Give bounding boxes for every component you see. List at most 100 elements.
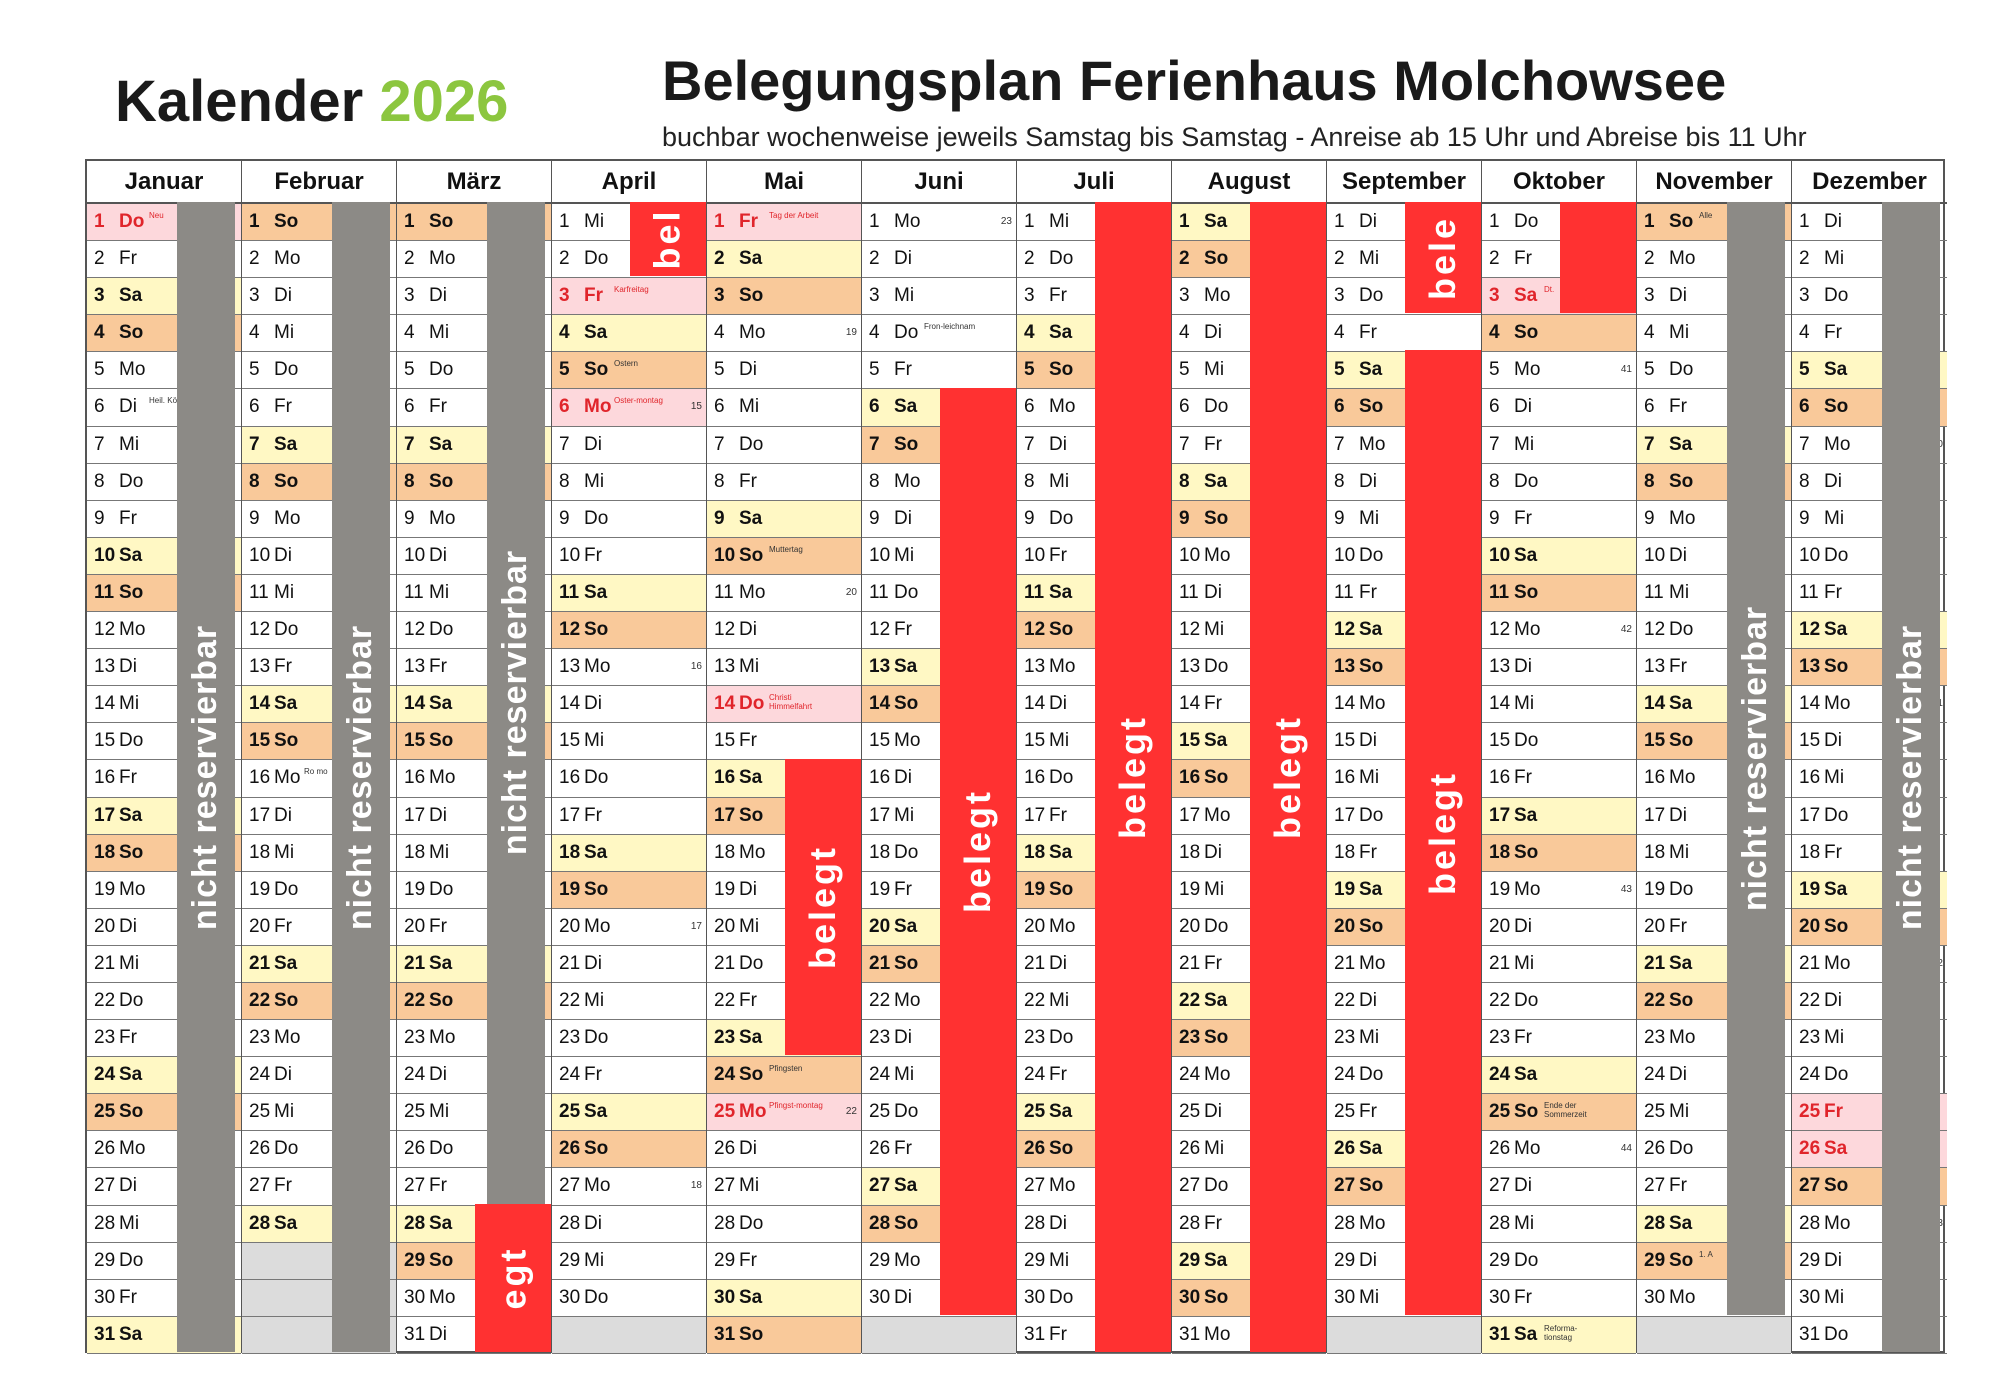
day-cell[interactable]: 16 Fr <box>87 760 241 798</box>
day-cell[interactable]: 14 Di <box>552 686 706 724</box>
day-cell[interactable]: 25 Fr <box>1327 1094 1481 1132</box>
day-cell[interactable]: 7 Do <box>707 427 861 464</box>
day-cell[interactable]: 18 Fr <box>1792 835 1947 872</box>
day-cell[interactable]: 23 Do <box>552 1020 706 1058</box>
day-cell[interactable]: 11 Sa <box>552 574 706 613</box>
day-cell[interactable]: 31 Fr <box>1017 1317 1171 1354</box>
day-cell[interactable]: 10 Mo <box>1172 538 1326 575</box>
day-cell[interactable]: 11 Do <box>862 575 1016 613</box>
day-cell[interactable]: 4 Do Fron-leichnam <box>862 315 1016 353</box>
day-cell[interactable]: 9 Do <box>552 501 706 538</box>
day-cell[interactable]: 24 Sa <box>1482 1057 1636 1095</box>
day-cell[interactable]: 21 Di <box>1017 946 1171 983</box>
day-cell[interactable]: 8 Di <box>1792 464 1947 501</box>
day-cell[interactable]: 17 Di <box>397 798 551 835</box>
day-cell[interactable]: 5 Mo <box>87 352 241 390</box>
day-cell[interactable]: 29 Fr <box>707 1243 861 1280</box>
day-cell[interactable]: 26 So <box>552 1131 706 1169</box>
day-cell[interactable]: 4 Di <box>1172 315 1326 353</box>
day-cell[interactable]: 8 Fr <box>707 464 861 501</box>
day-cell[interactable]: 10 So Muttertag <box>707 537 861 575</box>
day-cell[interactable]: 11 So <box>1482 574 1636 613</box>
day-cell[interactable]: 26 Mo 44 <box>1482 1131 1636 1169</box>
day-cell[interactable]: 15 Mi <box>1017 723 1171 761</box>
day-cell[interactable]: 13 Mo 16 <box>552 649 706 687</box>
day-cell[interactable]: 4 Mi <box>242 315 396 353</box>
day-cell[interactable]: 7 Di <box>1017 427 1171 464</box>
day-cell[interactable]: 31 Sa Reforma-tionstag <box>1482 1316 1636 1354</box>
day-cell[interactable]: 25 Do <box>862 1094 1016 1132</box>
day-cell[interactable]: 12 Mo 42 <box>1482 612 1636 650</box>
day-cell[interactable]: 17 Mo <box>1172 798 1326 835</box>
day-cell[interactable]: 6 Do <box>1172 389 1326 427</box>
day-cell[interactable]: 20 Di <box>87 909 241 946</box>
day-cell[interactable]: 10 Do <box>1792 538 1947 575</box>
day-cell[interactable]: 3 Di <box>242 278 396 316</box>
day-cell[interactable]: 1 Di <box>1327 204 1481 242</box>
day-cell[interactable]: 5 Mo 41 <box>1482 352 1636 390</box>
day-cell[interactable]: 2 Sa <box>707 241 861 279</box>
day-cell[interactable]: 25 So Ende der Sommerzeit <box>1482 1094 1636 1132</box>
day-cell[interactable]: 24 Di <box>242 1057 396 1095</box>
day-cell[interactable]: 20 Fr <box>397 909 551 946</box>
day-cell[interactable]: 27 Mo 18 <box>552 1168 706 1206</box>
day-cell[interactable]: 1 Mi <box>552 204 706 242</box>
day-cell[interactable]: 16 Do <box>552 760 706 798</box>
day-cell[interactable]: 26 Fr <box>862 1131 1016 1169</box>
day-cell[interactable]: 6 Fr <box>397 389 551 427</box>
day-cell[interactable]: 19 Mo <box>87 872 241 909</box>
day-cell[interactable]: 20 Fr <box>1637 909 1791 946</box>
day-cell[interactable]: 20 Fr <box>242 909 396 946</box>
day-cell[interactable]: 22 Mi <box>552 983 706 1021</box>
day-cell[interactable]: 17 Fr <box>1017 798 1171 835</box>
day-cell[interactable]: 1 Fr Tag der Arbeit <box>707 204 861 242</box>
day-cell[interactable]: 16 Mi <box>1792 760 1947 798</box>
day-cell[interactable]: 28 Di <box>552 1206 706 1243</box>
day-cell[interactable]: 12 Do <box>242 612 396 650</box>
day-cell[interactable]: 23 Mi <box>1792 1020 1947 1058</box>
day-cell[interactable]: 9 Fr <box>1482 501 1636 538</box>
day-cell[interactable]: 12 Mi <box>1172 612 1326 650</box>
day-cell[interactable]: 21 Mo <box>1327 946 1481 983</box>
day-cell[interactable]: 12 Do <box>1637 612 1791 650</box>
day-cell[interactable]: 13 Fr <box>397 649 551 687</box>
day-cell[interactable]: 10 Do <box>1327 538 1481 575</box>
day-cell[interactable]: 18 Mi <box>1637 835 1791 872</box>
day-cell[interactable]: 9 Fr <box>87 501 241 538</box>
day-cell[interactable]: 12 Do <box>397 612 551 650</box>
day-cell[interactable]: 5 Di <box>707 352 861 390</box>
day-cell[interactable]: 17 Di <box>1637 798 1791 835</box>
day-cell[interactable]: 17 Fr <box>552 798 706 835</box>
day-cell[interactable]: 2 Mo <box>397 241 551 279</box>
day-cell[interactable]: 20 Di <box>1482 909 1636 946</box>
day-cell[interactable]: 18 Di <box>1172 835 1326 872</box>
day-cell[interactable]: 23 Do <box>1017 1020 1171 1058</box>
day-cell[interactable]: 30 Do <box>552 1280 706 1317</box>
day-cell[interactable]: 10 Di <box>1637 538 1791 575</box>
day-cell[interactable]: 6 Mo <box>1017 389 1171 427</box>
day-cell[interactable]: 29 Di <box>1327 1243 1481 1280</box>
day-cell[interactable]: 14 Mi <box>87 686 241 724</box>
day-cell[interactable]: 2 Do <box>1017 241 1171 279</box>
day-cell[interactable]: 11 Mo 20 <box>707 575 861 613</box>
day-cell[interactable]: 5 Do <box>242 352 396 390</box>
day-cell[interactable]: 4 Mi <box>397 315 551 353</box>
day-cell[interactable]: 14 Mo <box>1327 686 1481 724</box>
day-cell[interactable]: 16 Mo <box>397 760 551 798</box>
day-cell[interactable]: 9 Do <box>1017 501 1171 538</box>
day-cell[interactable]: 25 Mi <box>397 1094 551 1132</box>
day-cell[interactable]: 8 Mi <box>1017 464 1171 501</box>
day-cell[interactable]: 7 Fr <box>1172 427 1326 464</box>
day-cell[interactable]: 15 Fr <box>707 723 861 761</box>
day-cell[interactable]: 19 Do <box>242 872 396 909</box>
day-cell[interactable]: 23 Mi <box>1327 1020 1481 1058</box>
day-cell[interactable]: 12 Di <box>707 612 861 650</box>
day-cell[interactable]: 12 Sa <box>1327 612 1481 650</box>
day-cell[interactable]: 9 Di <box>862 501 1016 538</box>
day-cell[interactable]: 19 Do <box>1637 872 1791 909</box>
day-cell[interactable]: 18 Sa <box>552 834 706 872</box>
day-cell[interactable]: 3 Fr Karfreitag <box>552 278 706 316</box>
day-cell[interactable]: 25 Sa <box>552 1094 706 1132</box>
day-cell[interactable]: 25 Di <box>1172 1094 1326 1132</box>
day-cell[interactable]: 7 Mi <box>1482 427 1636 464</box>
